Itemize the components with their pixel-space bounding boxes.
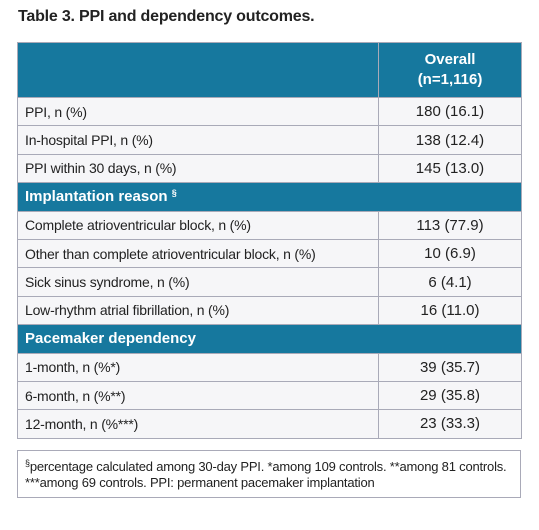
table-title: Table 3. PPI and dependency outcomes. (18, 8, 315, 25)
footnote: §percentage calculated among 30-day PPI.… (17, 450, 521, 498)
row-label: Other than complete atrioventricular blo… (17, 238, 379, 269)
data-row: Low-rhythm atrial fibrillation, n (%) 16 … (17, 295, 522, 326)
row-label: Low-rhythm atrial fibrillation, n (%) (17, 295, 379, 326)
section-row: Implantation reason § (17, 182, 522, 212)
section-label: Pacemaker dependency (25, 330, 196, 348)
section-label: Implantation reason (25, 188, 168, 206)
row-value: 6 (4.1) (378, 267, 522, 297)
row-label: Complete atrioventricular block, n (%) (17, 210, 379, 240)
data-row: 1-month, n (%*) 39 (35.7) (17, 352, 522, 382)
footnote-text: percentage calculated among 30-day PPI. … (25, 459, 507, 490)
data-row: 12-month, n (%***) 23 (33.3) (17, 409, 522, 439)
row-label: Sick sinus syndrome, n (%) (17, 267, 379, 297)
header-cell: Overall (n=1,116) (378, 42, 522, 98)
table-body: PPI, n (%) 180 (16.1) In-hospital PPI, n (… (17, 96, 522, 439)
data-row: In-hospital PPI, n (%) 138 (12.4) (17, 125, 522, 155)
data-row: Complete atrioventricular block, n (%) 11… (17, 210, 522, 240)
row-value: 180 (16.1) (378, 96, 522, 127)
section-mark: § (171, 188, 177, 199)
row-label: 1-month, n (%*) (17, 352, 379, 382)
row-label: PPI, n (%) (17, 96, 379, 127)
row-value: 10 (6.9) (378, 238, 522, 269)
row-value: 16 (11.0) (378, 295, 522, 326)
data-row: Sick sinus syndrome, n (%) 6 (4.1) (17, 267, 522, 297)
header-row: Overall (n=1,116) (17, 42, 522, 98)
footnote-mark: § (25, 458, 30, 468)
row-value: 138 (12.4) (378, 125, 522, 155)
data-row: 6-month, n (%**) 29 (35.8) (17, 380, 522, 411)
data-row: Other than complete atrioventricular blo… (17, 238, 522, 269)
row-label: 6-month, n (%**) (17, 380, 379, 411)
header-line: Overall (424, 51, 476, 68)
header-empty (17, 42, 379, 98)
row-value: 39 (35.7) (378, 352, 522, 382)
data-row: PPI, n (%) 180 (16.1) (17, 96, 522, 127)
row-value: 29 (35.8) (378, 380, 522, 411)
outcomes-table: Overall (n=1,116) PPI, n (%) 180 (16.1) In-… (17, 42, 522, 439)
data-row: PPI within 30 days, n (%) 145 (13.0) (17, 153, 522, 184)
row-label: In-hospital PPI, n (%) (17, 125, 379, 155)
section-row: Pacemaker dependency (17, 324, 522, 354)
row-value: 113 (77.9) (378, 210, 522, 240)
row-label: PPI within 30 days, n (%) (17, 153, 379, 184)
section-cell: Implantation reason § (17, 182, 522, 212)
header-line: (n=1,116) (417, 71, 483, 88)
row-label: 12-month, n (%***) (17, 409, 379, 439)
section-cell: Pacemaker dependency (17, 324, 522, 354)
row-value: 145 (13.0) (378, 153, 522, 184)
row-value: 23 (33.3) (378, 409, 522, 439)
